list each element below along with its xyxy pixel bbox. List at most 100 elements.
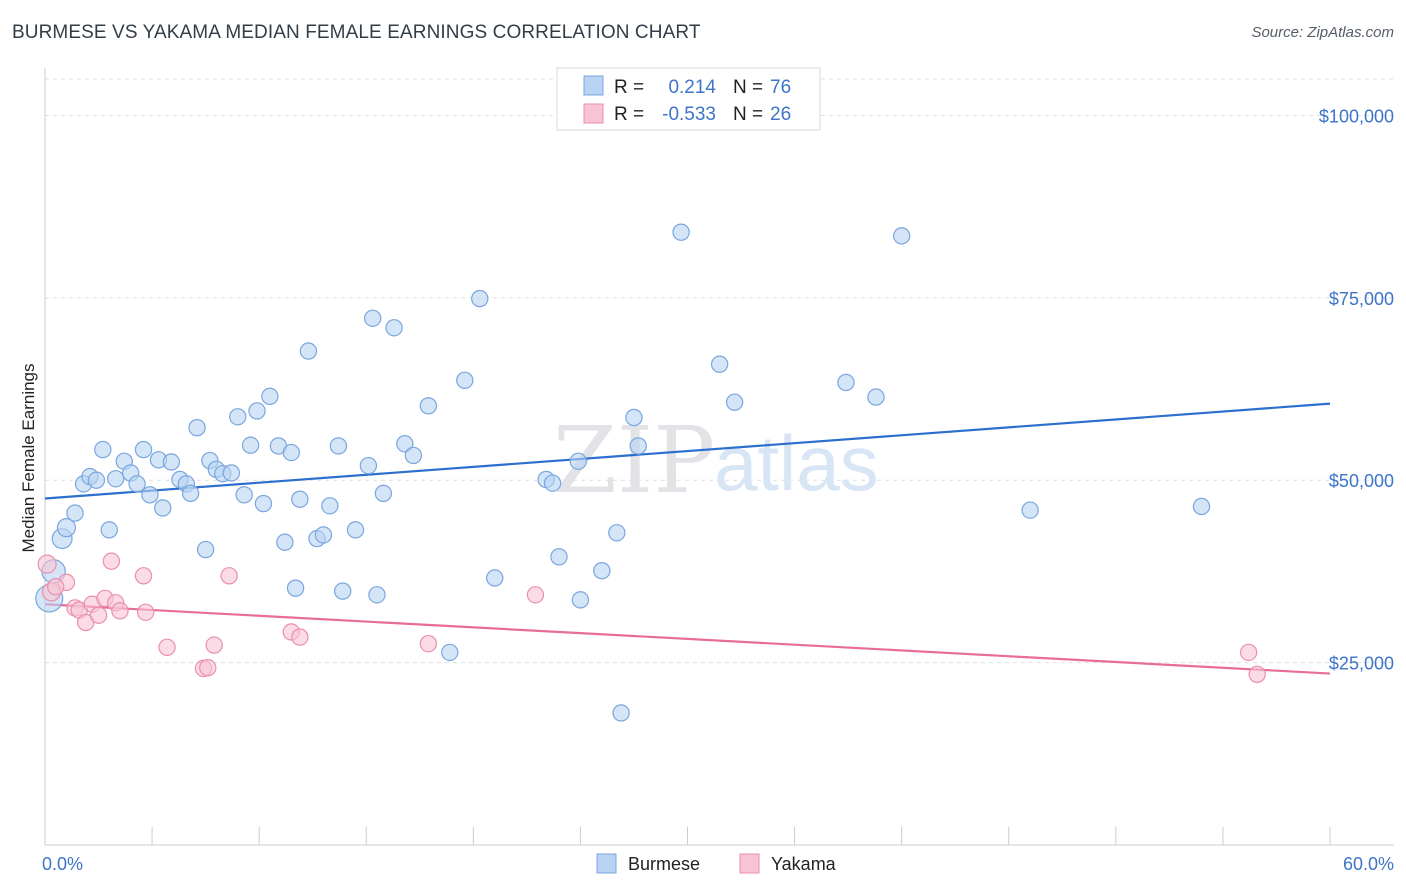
chart-source: Source: ZipAtlas.com	[1251, 24, 1394, 41]
point-yakama	[134, 567, 153, 585]
point-burmese	[261, 387, 279, 406]
point-burmese	[188, 419, 206, 437]
point-burmese	[550, 548, 568, 566]
point-burmese	[571, 591, 590, 609]
point-burmese	[100, 521, 118, 539]
bottom-legend-swatch-yakama	[739, 853, 760, 874]
point-burmese	[593, 561, 611, 580]
bottom-legend-label-yakama: Yakama	[771, 854, 837, 874]
point-burmese	[229, 408, 247, 426]
point-yakama	[199, 659, 217, 677]
point-burmese	[141, 486, 159, 504]
point-burmese	[892, 227, 911, 245]
point-burmese	[291, 490, 309, 508]
point-burmese	[87, 471, 106, 489]
point-burmese	[162, 453, 181, 471]
point-burmese	[359, 456, 378, 475]
point-yakama	[205, 636, 223, 654]
point-burmese	[329, 437, 348, 455]
point-burmese	[1192, 497, 1211, 516]
point-burmese	[181, 484, 200, 503]
trendline-burmese	[44, 402, 1331, 500]
point-burmese	[248, 402, 266, 420]
point-burmese	[441, 643, 459, 662]
point-burmese	[710, 355, 729, 373]
y-tick-label: $50,000	[1329, 471, 1394, 491]
point-burmese	[282, 443, 300, 462]
point-burmese	[867, 388, 885, 406]
point-burmese	[276, 533, 294, 551]
point-burmese	[128, 475, 146, 493]
legend-r-label-burmese: R =	[614, 77, 644, 98]
point-burmese	[486, 569, 504, 587]
point-burmese	[286, 579, 305, 597]
legend-swatch-yakama	[583, 103, 604, 124]
point-burmese	[456, 371, 474, 389]
bottom-legend: Burmese Yakama	[596, 853, 837, 874]
trendline-yakama	[44, 603, 1331, 675]
point-burmese	[1021, 501, 1039, 519]
point-burmese	[543, 474, 562, 492]
point-burmese	[404, 446, 423, 465]
legend-r-label-yakama: R =	[614, 104, 644, 125]
point-burmese	[608, 524, 626, 542]
watermark-atlas: atlas	[714, 419, 879, 507]
point-yakama	[1248, 665, 1266, 683]
axis-layer	[44, 68, 1394, 846]
point-yakama	[526, 586, 545, 604]
point-burmese	[254, 494, 273, 513]
point-yakama	[220, 567, 238, 585]
y-tick-label: $75,000	[1329, 289, 1394, 309]
point-yakama	[37, 554, 57, 574]
point-burmese	[569, 452, 587, 470]
point-yakama	[419, 634, 438, 653]
point-burmese	[196, 540, 215, 559]
y-tick-label: $100,000	[1319, 106, 1394, 126]
legend-swatch-burmese	[583, 75, 604, 96]
bottom-legend-swatch-burmese	[596, 853, 617, 874]
legend: R = 0.214 N = 76 R = -0.533 N = 26	[556, 67, 821, 131]
point-yakama	[47, 578, 65, 596]
point-burmese	[241, 436, 260, 454]
point-yakama	[1239, 643, 1258, 662]
point-burmese	[629, 437, 647, 455]
point-burmese	[235, 486, 253, 504]
point-yakama	[136, 603, 155, 621]
point-burmese	[66, 504, 84, 522]
point-burmese	[222, 464, 241, 482]
point-burmese	[314, 526, 333, 544]
point-burmese	[612, 704, 630, 722]
point-burmese	[396, 435, 414, 453]
point-yakama	[158, 638, 176, 656]
legend-r-value-burmese: 0.214	[668, 77, 716, 98]
point-burmese	[471, 289, 489, 308]
point-burmese	[725, 393, 744, 411]
trend-layer	[44, 402, 1331, 675]
point-burmese	[837, 373, 855, 392]
point-burmese	[363, 309, 382, 327]
point-burmese	[346, 521, 365, 539]
chart-title: BURMESE VS YAKAMA MEDIAN FEMALE EARNINGS…	[12, 22, 701, 43]
point-burmese	[299, 342, 318, 360]
point-burmese	[625, 408, 643, 427]
point-burmese	[154, 499, 172, 517]
point-yakama	[291, 628, 309, 646]
legend-n-label-burmese: N =	[733, 77, 763, 98]
point-burmese	[106, 470, 125, 488]
point-burmese	[94, 440, 112, 459]
x-tick-label-max: 60.0%	[1343, 854, 1394, 874]
point-burmese	[134, 440, 153, 459]
legend-n-label-yakama: N =	[733, 104, 763, 125]
point-burmese	[374, 484, 393, 503]
point-burmese	[419, 397, 438, 415]
point-yakama	[89, 606, 108, 624]
point-yakama	[102, 552, 121, 570]
point-yakama	[76, 613, 95, 632]
point-burmese	[333, 582, 352, 600]
y-tick-labels: $25,000 $50,000 $75,000 $100,000	[1319, 106, 1394, 673]
point-burmese	[321, 497, 339, 515]
legend-n-value-burmese: 76	[770, 77, 791, 98]
x-tick-label-min: 0.0%	[42, 854, 83, 874]
point-burmese	[56, 518, 77, 538]
